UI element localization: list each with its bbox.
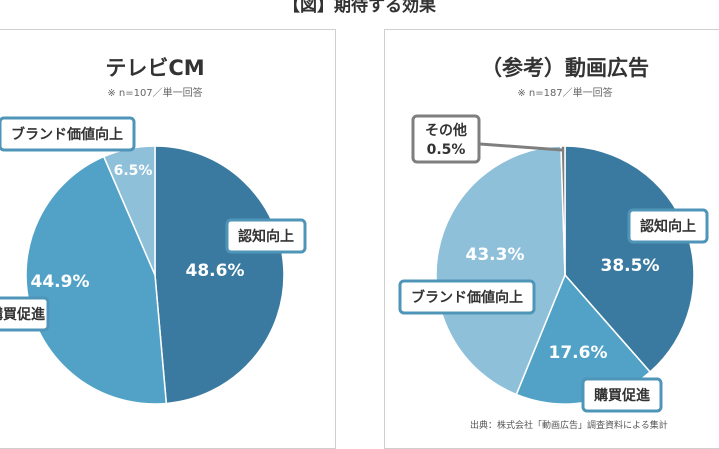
chart-subtitle: ※ n=187／単一回答	[517, 86, 612, 99]
category-label: 認知向上	[640, 218, 696, 235]
category-callout-box	[627, 208, 709, 244]
slice-value-label: 38.5%	[601, 256, 660, 276]
figure-title: 【図】期待する効果	[283, 0, 436, 16]
category-label: ブランド価値向上	[11, 126, 123, 143]
category-callout-box	[398, 279, 536, 315]
pie-chart-2: （参考）動画広告 ※ n=187／単一回答 38.5% 17.6% 43.3% 認知向上購…	[398, 56, 709, 413]
slice-value-label: 44.9%	[31, 272, 90, 292]
chart-subtitle: ※ n=107／単一回答	[107, 86, 202, 99]
category-value-label: 0.5%	[427, 142, 466, 158]
category-callout-box	[225, 218, 307, 254]
slice-value-label: 6.5%	[114, 163, 153, 179]
category-label: 認知向上	[238, 228, 294, 245]
pie-slice	[154, 145, 285, 405]
chart-title: テレビCM	[105, 56, 204, 80]
pie-slice	[560, 145, 566, 276]
slice-value-label: 43.3%	[466, 245, 525, 265]
category-label: 購買促進	[593, 387, 650, 404]
category-callout-box	[581, 377, 663, 413]
callout-pointer	[479, 142, 563, 152]
category-label: その他	[425, 122, 467, 139]
category-callout-box	[411, 114, 481, 164]
category-label: ブランド価値向上	[411, 289, 523, 306]
slice-value-label: 17.6%	[549, 343, 608, 363]
pie-slice	[435, 145, 566, 396]
slice-value-label: 48.6%	[186, 261, 245, 281]
chart-title: （参考）動画広告	[481, 56, 649, 80]
category-label: 購買促進	[0, 306, 45, 323]
category-callout-box	[0, 296, 50, 332]
category-callout-box	[0, 116, 136, 152]
